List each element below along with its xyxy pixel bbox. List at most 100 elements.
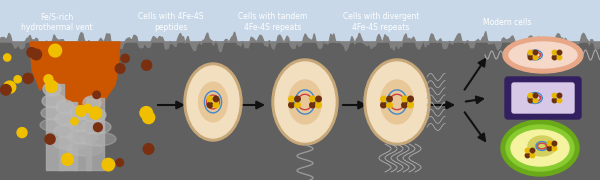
Ellipse shape: [1, 84, 11, 95]
Text: Cells with divergent
4Fe-4S repeats: Cells with divergent 4Fe-4S repeats: [343, 12, 419, 32]
Circle shape: [528, 55, 533, 60]
Circle shape: [557, 50, 562, 55]
Text: Modern cells: Modern cells: [483, 17, 531, 26]
Ellipse shape: [41, 106, 71, 120]
Circle shape: [552, 55, 557, 60]
Ellipse shape: [70, 106, 88, 120]
Circle shape: [547, 146, 552, 151]
Ellipse shape: [121, 54, 129, 62]
Circle shape: [310, 96, 315, 102]
Circle shape: [557, 98, 562, 103]
Ellipse shape: [501, 120, 579, 176]
Text: Cells with tandem
4Fe-4S repeats: Cells with tandem 4Fe-4S repeats: [238, 12, 308, 32]
Circle shape: [528, 50, 533, 55]
Ellipse shape: [380, 80, 413, 124]
Polygon shape: [46, 84, 64, 170]
Ellipse shape: [4, 81, 16, 93]
Circle shape: [528, 93, 533, 98]
Ellipse shape: [80, 132, 116, 146]
Ellipse shape: [76, 106, 86, 116]
Polygon shape: [0, 31, 600, 52]
Ellipse shape: [509, 42, 577, 68]
Ellipse shape: [142, 60, 152, 70]
Ellipse shape: [54, 124, 84, 138]
Circle shape: [207, 102, 213, 108]
Ellipse shape: [49, 44, 62, 57]
Polygon shape: [0, 42, 600, 180]
Ellipse shape: [67, 142, 103, 156]
Ellipse shape: [44, 75, 53, 84]
Ellipse shape: [528, 136, 556, 156]
Circle shape: [525, 153, 530, 158]
Circle shape: [533, 55, 538, 60]
Circle shape: [402, 96, 407, 102]
Ellipse shape: [116, 159, 124, 166]
Ellipse shape: [56, 100, 74, 114]
Circle shape: [289, 96, 294, 102]
Ellipse shape: [40, 118, 76, 132]
Ellipse shape: [45, 134, 55, 144]
Circle shape: [289, 102, 294, 108]
Ellipse shape: [42, 94, 66, 108]
Circle shape: [295, 102, 300, 108]
Circle shape: [310, 102, 315, 108]
Circle shape: [552, 50, 557, 55]
Circle shape: [552, 141, 557, 146]
Polygon shape: [86, 98, 104, 170]
Ellipse shape: [506, 125, 574, 171]
Ellipse shape: [143, 111, 155, 124]
Circle shape: [213, 102, 219, 108]
FancyBboxPatch shape: [505, 77, 581, 119]
Circle shape: [533, 50, 538, 55]
Circle shape: [387, 96, 392, 102]
Ellipse shape: [503, 37, 583, 73]
Ellipse shape: [82, 108, 106, 122]
Circle shape: [213, 96, 219, 102]
Circle shape: [316, 96, 321, 102]
Ellipse shape: [289, 80, 322, 124]
Circle shape: [381, 96, 386, 102]
Ellipse shape: [272, 59, 338, 145]
Ellipse shape: [367, 62, 427, 142]
Ellipse shape: [115, 64, 125, 73]
Circle shape: [530, 148, 535, 153]
Polygon shape: [30, 42, 120, 112]
Circle shape: [552, 93, 557, 98]
Text: Cells with 4Fe-4S
peptides: Cells with 4Fe-4S peptides: [138, 12, 204, 32]
Circle shape: [207, 96, 213, 102]
FancyBboxPatch shape: [512, 83, 574, 113]
Ellipse shape: [199, 82, 227, 122]
Ellipse shape: [275, 62, 335, 142]
Ellipse shape: [94, 123, 102, 132]
Ellipse shape: [140, 107, 152, 119]
Ellipse shape: [187, 66, 239, 138]
Circle shape: [547, 141, 552, 146]
Ellipse shape: [53, 136, 89, 150]
Circle shape: [530, 153, 535, 158]
Ellipse shape: [511, 130, 569, 166]
Circle shape: [295, 96, 300, 102]
Circle shape: [316, 102, 321, 108]
Ellipse shape: [102, 158, 115, 171]
Ellipse shape: [68, 130, 98, 144]
Ellipse shape: [14, 76, 21, 83]
Circle shape: [408, 102, 413, 108]
Circle shape: [557, 55, 562, 60]
Ellipse shape: [62, 153, 73, 165]
Circle shape: [533, 98, 538, 103]
Polygon shape: [59, 102, 77, 170]
Ellipse shape: [83, 96, 101, 110]
Circle shape: [557, 93, 562, 98]
Text: Fe/S-rich
hydrothermal vent: Fe/S-rich hydrothermal vent: [21, 12, 93, 32]
Circle shape: [533, 93, 538, 98]
Ellipse shape: [17, 128, 27, 138]
Ellipse shape: [93, 91, 100, 99]
Ellipse shape: [84, 104, 92, 112]
Ellipse shape: [55, 112, 79, 126]
Circle shape: [552, 98, 557, 103]
Circle shape: [402, 102, 407, 108]
Circle shape: [408, 96, 413, 102]
Ellipse shape: [184, 63, 242, 141]
Ellipse shape: [23, 73, 33, 84]
Ellipse shape: [81, 120, 111, 134]
